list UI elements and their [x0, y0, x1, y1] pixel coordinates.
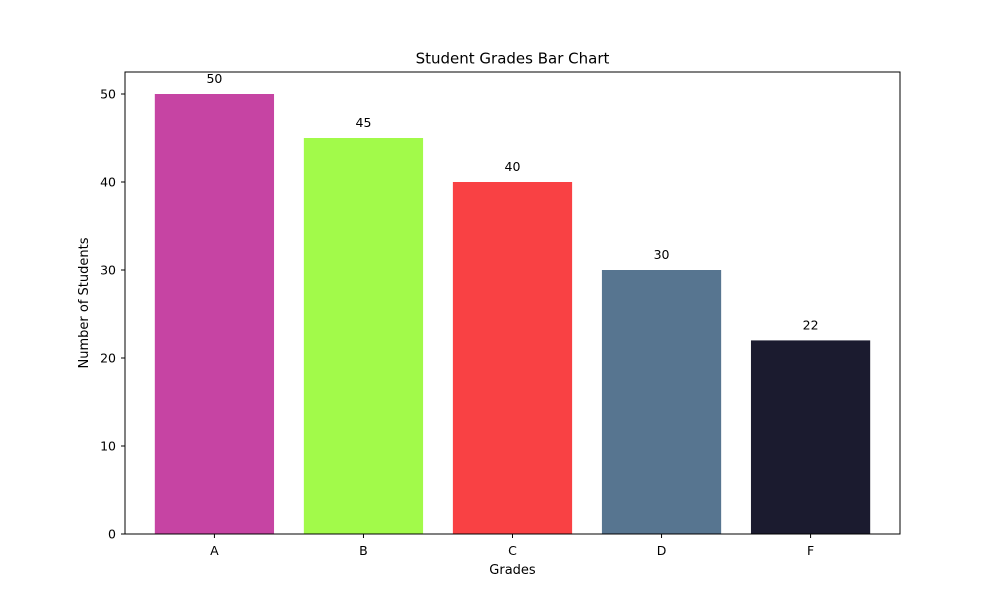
- y-tick-label-10: 10: [100, 439, 116, 454]
- bar-f: [750, 340, 871, 534]
- x-tick-label-b: B: [359, 543, 368, 558]
- y-tick-label-30: 30: [100, 263, 116, 278]
- bar-b: [303, 138, 424, 534]
- data-labels-layer: 50 45 40 30 22: [206, 71, 818, 332]
- plot-area-frame: [124, 71, 901, 535]
- x-axis-label: Grades: [489, 563, 536, 578]
- data-label-a: 50: [206, 71, 222, 86]
- bar-d: [601, 270, 722, 534]
- y-tick-label-0: 0: [108, 527, 116, 542]
- data-label-d: 30: [654, 247, 670, 262]
- x-tick-label-f: F: [807, 543, 814, 558]
- y-axis-label: Number of Students: [77, 237, 92, 368]
- y-tick-label-50: 50: [100, 87, 116, 102]
- x-tick-label-d: D: [657, 543, 667, 558]
- x-tick-label-c: C: [508, 543, 517, 558]
- chart-title: Student Grades Bar Chart: [416, 50, 610, 68]
- data-label-c: 40: [505, 159, 521, 174]
- bar-c: [452, 182, 573, 534]
- y-tick-label-20: 20: [100, 351, 116, 366]
- data-label-b: 45: [356, 115, 372, 130]
- data-label-f: 22: [803, 317, 819, 332]
- bar-a: [154, 94, 275, 534]
- x-tick-label-a: A: [210, 543, 219, 558]
- y-axis: 0 10 20 30 40 50: [100, 87, 125, 542]
- bars-layer: [154, 94, 871, 534]
- y-tick-label-40: 40: [100, 175, 116, 190]
